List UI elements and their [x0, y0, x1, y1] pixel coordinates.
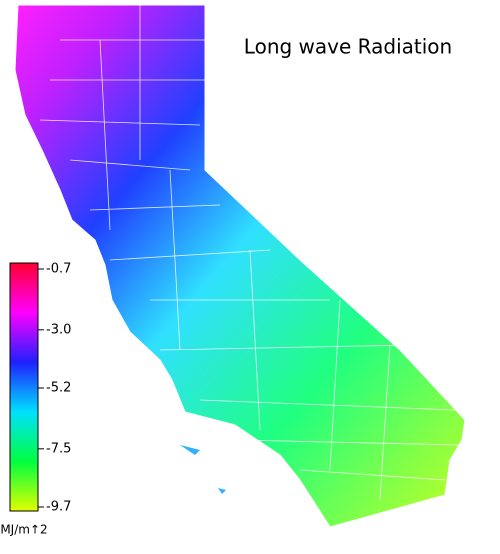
colorbar-unit: MJ/m↑2 — [0, 523, 47, 537]
colorbar-tick-label: -3.0 — [46, 322, 71, 337]
state-shape — [14, 4, 466, 528]
colorbar-tick-label: -5.2 — [46, 381, 71, 396]
colorbar — [9, 262, 39, 512]
colorbar-tick-label: -0.7 — [46, 262, 71, 277]
colorbar-tick-label: -7.5 — [46, 441, 71, 456]
map-title: Long wave Radiation — [244, 35, 452, 59]
colorbar-tick-label: -9.7 — [46, 500, 71, 515]
